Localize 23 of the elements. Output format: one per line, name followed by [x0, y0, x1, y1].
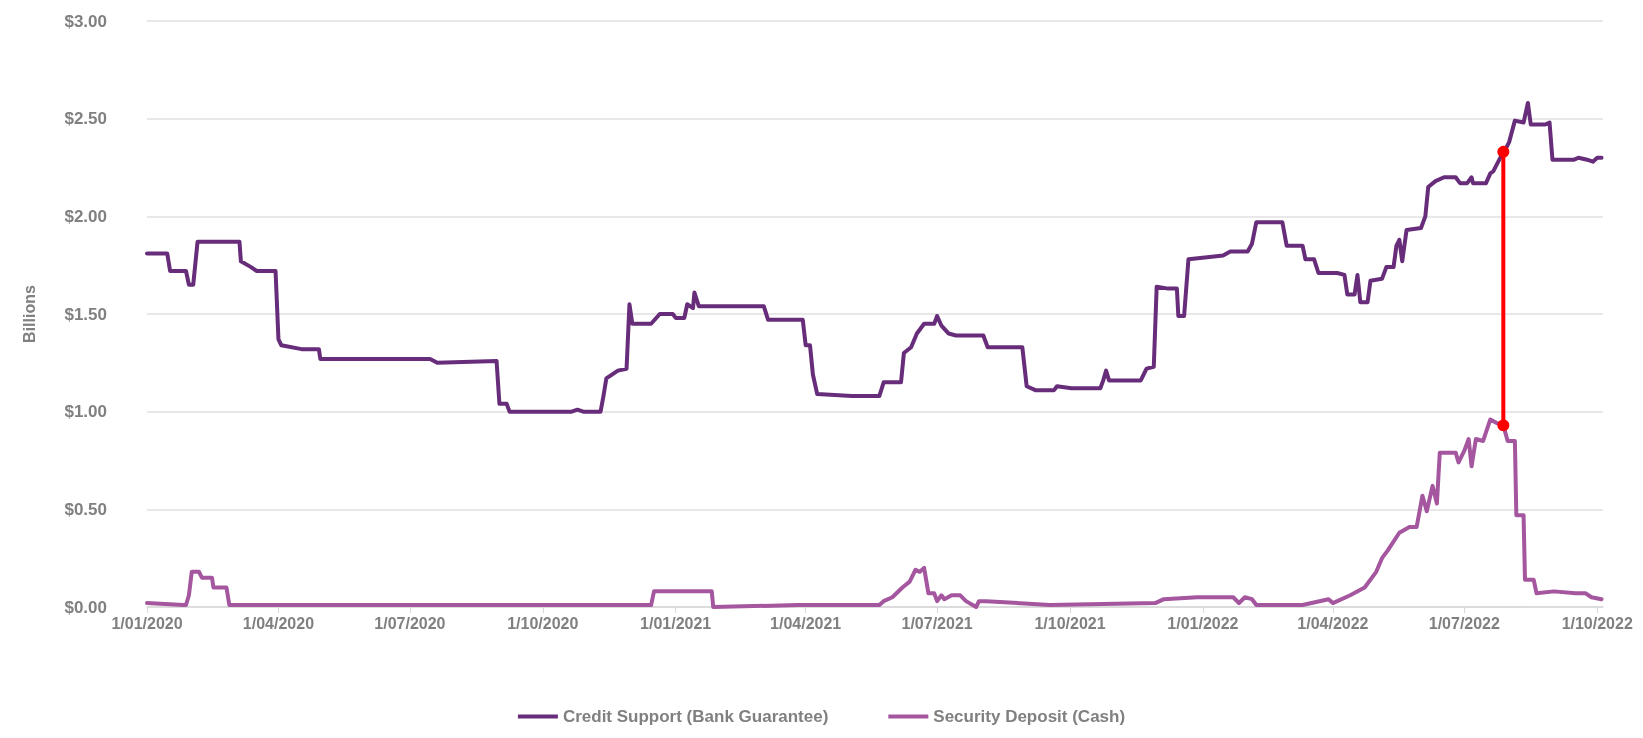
x-tick-label: 1/07/2020 [374, 614, 446, 632]
x-tick-label: 1/01/2020 [111, 614, 183, 632]
y-tick-label: $3.00 [64, 11, 107, 31]
y-tick-label: $1.50 [64, 304, 107, 324]
x-tick-label: 1/04/2022 [1297, 614, 1369, 632]
legend-label: Credit Support (Bank Guarantee) [562, 707, 829, 726]
x-tick-label: 1/07/2022 [1428, 614, 1501, 632]
y-tick-label: $1.00 [64, 402, 107, 422]
y-axis-title: Billions [20, 285, 38, 343]
x-tick-label: 1/01/2021 [640, 614, 712, 632]
x-tick-label: 1/04/2020 [242, 614, 315, 632]
x-tick-label: 1/07/2021 [901, 614, 973, 632]
y-tick-label: $2.50 [64, 109, 107, 129]
x-tick-label: 1/10/2022 [1561, 614, 1633, 632]
y-tick-label: $0.00 [64, 597, 107, 617]
x-tick-label: 1/04/2021 [770, 614, 842, 632]
y-tick-label: $0.50 [64, 499, 107, 519]
x-tick-label: 1/10/2020 [507, 614, 579, 632]
line-series [145, 101, 1604, 414]
y-tick-label: $2.00 [64, 206, 107, 226]
x-tick-label: 1/01/2022 [1167, 614, 1239, 632]
legend-label: Security Deposit (Cash) [933, 707, 1126, 726]
x-tick-label: 1/10/2021 [1034, 614, 1106, 632]
